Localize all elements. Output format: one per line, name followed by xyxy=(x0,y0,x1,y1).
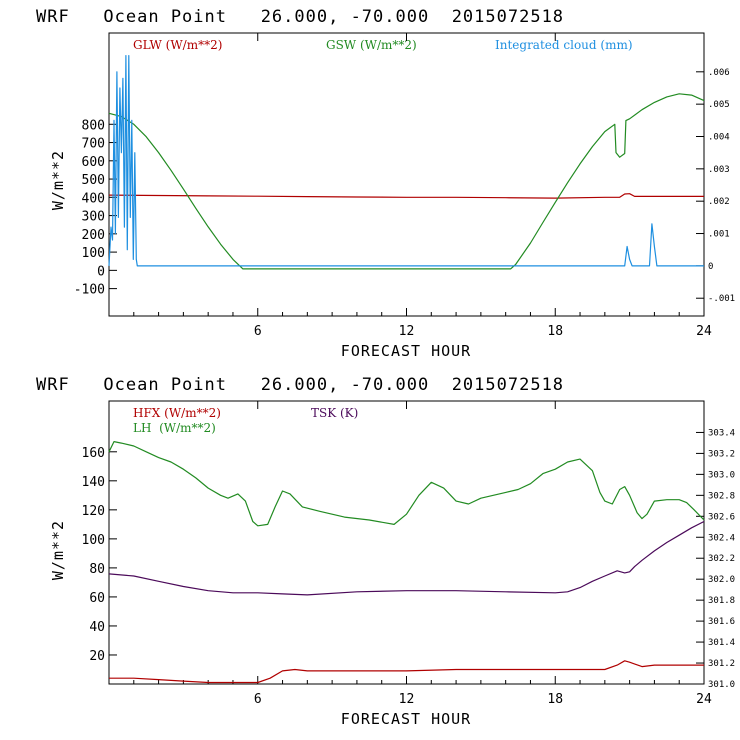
chart-title: WRF Ocean Point 26.000, -70.000 20150725… xyxy=(36,7,564,27)
legend-lh: LH (W/m**2) xyxy=(133,421,216,435)
y2-tick-label: 303.2 xyxy=(708,449,735,459)
y-tick-label: 40 xyxy=(89,620,105,635)
x-tick-label: 18 xyxy=(547,324,563,339)
x-axis-label: FORECAST HOUR xyxy=(341,342,471,360)
y2-tick-label: 301.2 xyxy=(708,659,735,669)
x-tick-label: 6 xyxy=(254,324,262,339)
legend-hfx: HFX (W/m**2) xyxy=(133,406,221,420)
y2-tick-label: 302.2 xyxy=(708,554,735,564)
y-tick-label: 500 xyxy=(82,173,105,188)
y-tick-label: 600 xyxy=(82,155,105,170)
axis-ticks: 6 12 18 24 -100 0 100 200 300 400 500 600 700 800 -.00… xyxy=(74,33,735,339)
series-line-1 xyxy=(108,193,704,199)
y-tick-label: 100 xyxy=(82,533,105,548)
y2-tick-label: 303.0 xyxy=(708,470,735,480)
data-lines xyxy=(108,441,705,684)
y-tick-label: 700 xyxy=(82,137,105,152)
legend-gsw: GSW (W/m**2) xyxy=(326,38,417,52)
series-line-2 xyxy=(108,93,705,270)
y-tick-label: 0 xyxy=(97,264,105,279)
y-tick-label: 200 xyxy=(82,228,105,243)
y2-tick-label: 302.0 xyxy=(708,575,735,585)
series-line-3 xyxy=(108,54,704,267)
y2-tick-label: .004 xyxy=(708,132,730,142)
y2-tick-label: 301.6 xyxy=(708,617,735,627)
y2-tick-label: -.001 xyxy=(708,294,735,304)
x-tick-label: 18 xyxy=(547,692,563,707)
legend-glw: GLW (W/m**2) xyxy=(133,38,222,52)
axis-ticks: 6 12 18 24 20 40 60 80 100 120 140 160 301.0 301.2 301… xyxy=(82,401,735,707)
plot-frame xyxy=(108,32,705,317)
y2-tick-label: 303.4 xyxy=(708,428,735,438)
x-tick-label: 6 xyxy=(254,692,262,707)
x-tick-label: 12 xyxy=(399,324,415,339)
series-line-3 xyxy=(108,520,705,596)
y-tick-label: 160 xyxy=(82,446,105,461)
y-tick-label: 100 xyxy=(82,246,105,261)
y-axis-label: W/m**2 xyxy=(49,520,67,580)
y2-tick-label: 302.4 xyxy=(708,533,735,543)
y-tick-label: 20 xyxy=(89,649,105,664)
y-tick-label: 300 xyxy=(82,210,105,225)
data-lines xyxy=(108,54,705,270)
x-tick-label: 24 xyxy=(696,324,712,339)
chart-title: WRF Ocean Point 26.000, -70.000 20150725… xyxy=(36,375,564,395)
y2-tick-label: 301.0 xyxy=(708,680,735,690)
y2-tick-label: .005 xyxy=(708,100,730,110)
y2-tick-label: 302.8 xyxy=(708,491,735,501)
y2-tick-label: 301.8 xyxy=(708,596,735,606)
plot-frame xyxy=(108,400,705,685)
series-line-2 xyxy=(108,441,705,527)
x-axis-label: FORECAST HOUR xyxy=(341,710,471,728)
y-tick-label: 400 xyxy=(82,191,105,206)
chart-top: WRF Ocean Point 26.000, -70.000 20150725… xyxy=(36,7,735,360)
legend-tsk: TSK (K) xyxy=(311,406,358,420)
chart-bottom: WRF Ocean Point 26.000, -70.000 20150725… xyxy=(36,375,735,728)
x-tick-label: 12 xyxy=(399,692,415,707)
series-line-1 xyxy=(109,660,704,684)
y2-tick-label: 0 xyxy=(708,262,713,272)
y-axis-label: W/m**2 xyxy=(49,150,67,210)
x-tick-label: 24 xyxy=(696,692,712,707)
y2-tick-label: 302.6 xyxy=(708,512,735,522)
y2-tick-label: .002 xyxy=(708,197,730,207)
y2-tick-label: 301.4 xyxy=(708,638,735,648)
y2-tick-label: .003 xyxy=(708,165,730,175)
legend-cloud: Integrated cloud (mm) xyxy=(495,38,633,52)
y-tick-label: 800 xyxy=(82,118,105,133)
y-tick-label: 60 xyxy=(89,591,105,606)
y2-tick-label: .006 xyxy=(708,68,730,78)
y-tick-label: 80 xyxy=(89,562,105,577)
y-tick-label: -100 xyxy=(74,283,105,298)
y2-tick-label: .001 xyxy=(708,230,730,240)
y-tick-label: 120 xyxy=(82,504,105,519)
y-tick-label: 140 xyxy=(82,475,105,490)
